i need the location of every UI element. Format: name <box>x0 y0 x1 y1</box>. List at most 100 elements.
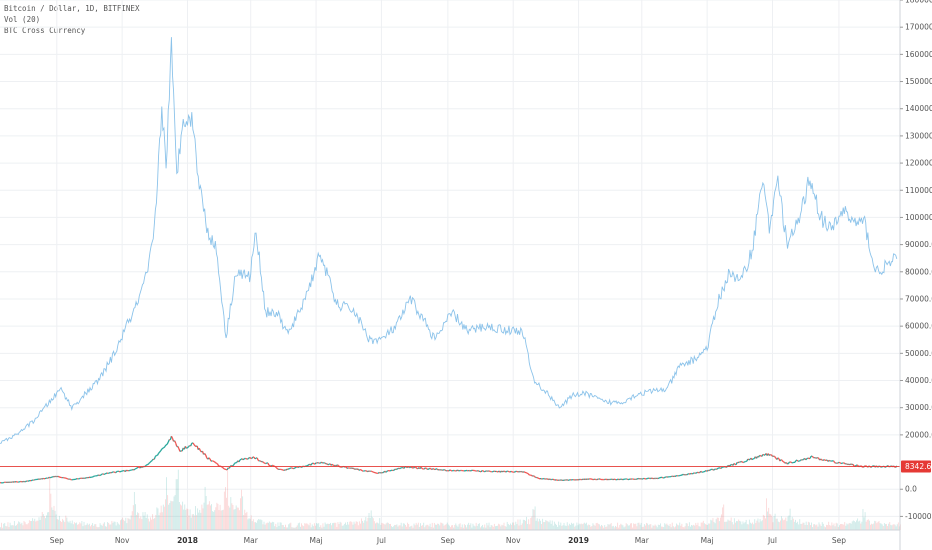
volume-bar <box>786 521 788 530</box>
btc-usd-segment <box>177 446 180 450</box>
volume-bar <box>661 526 662 530</box>
grid <box>0 0 900 530</box>
volume-bar <box>844 522 846 530</box>
volume-bar <box>510 523 511 530</box>
volume-bar <box>575 525 577 530</box>
legend-indicator[interactable]: BTC Cross Currency <box>4 26 86 35</box>
volume-bar <box>168 504 170 530</box>
volume-bar <box>17 523 19 530</box>
volume-bar <box>98 527 100 530</box>
volume-bar <box>712 518 714 530</box>
btc-usd-segment <box>148 461 151 464</box>
volume-bar <box>219 504 221 530</box>
volume-bar <box>83 521 85 530</box>
btc-usd-segment <box>770 454 774 457</box>
btc-usd-segment <box>621 478 623 481</box>
volume-bar <box>384 524 386 530</box>
volume-bar <box>293 527 295 530</box>
price-axis[interactable]: 180000.0 170000.0 160000.0 150000.0 140000.0… <box>900 0 932 521</box>
volume-bar <box>51 507 53 530</box>
volume-bar <box>846 523 848 530</box>
volume-bar <box>185 509 187 530</box>
btc-usd-segment <box>413 466 416 469</box>
volume-bar <box>758 522 760 530</box>
btc-usd-segment <box>179 450 182 453</box>
volume-bar <box>298 522 300 530</box>
time-axis[interactable]: Sep Nov 2018 Mar Maj Jul Sep Nov 2019 Mar Maj Jul Se… <box>50 536 847 545</box>
volume-bar <box>262 524 264 530</box>
volume-bar <box>807 521 809 530</box>
volume-bar <box>238 510 240 530</box>
volume-bar <box>25 524 27 530</box>
btc-usd-segment <box>367 470 369 473</box>
btc-usd-segment <box>98 474 100 477</box>
volume-bar <box>413 523 415 530</box>
volume-bar <box>390 523 391 530</box>
btc-usd-segment <box>328 463 331 465</box>
volume-bar <box>732 524 734 530</box>
volume-bar <box>657 524 659 530</box>
btc-usd-segment <box>739 460 742 463</box>
volume-bar <box>415 522 417 530</box>
btc-usd-segment <box>356 468 359 470</box>
volume-bar <box>528 519 530 530</box>
volume-bar <box>738 519 740 530</box>
volume-bar <box>703 523 705 530</box>
volume-bar <box>440 522 442 530</box>
btc-usd-segment <box>67 478 69 480</box>
btc-usd-segment <box>257 459 260 462</box>
legend-volume[interactable]: Vol (20) <box>4 15 41 24</box>
volume-bar <box>654 524 656 530</box>
volume-bar <box>270 522 271 530</box>
volume-bar <box>628 525 630 530</box>
btc-usd-segment <box>319 461 322 464</box>
volume-bar <box>125 517 127 530</box>
btc-usd-segment <box>209 458 212 462</box>
btc-usd-segment <box>448 469 451 472</box>
volume-bar <box>501 524 503 530</box>
volume-bar <box>258 519 260 530</box>
btc-usd-segment <box>254 457 257 460</box>
btc-usd-segment <box>616 478 619 481</box>
volume-bar <box>0 527 1 530</box>
volume-bar <box>455 523 457 530</box>
volume-bar <box>735 522 736 530</box>
volume-bar <box>681 523 683 530</box>
price-tick-label: 150000.0 <box>905 77 932 86</box>
volume-bar <box>16 525 17 530</box>
btc-usd-segment <box>852 463 855 467</box>
volume-bar <box>52 509 54 530</box>
volume-bar <box>590 526 592 530</box>
volume-bar <box>431 522 433 530</box>
volume-bar <box>53 505 55 530</box>
volume-bar <box>762 514 764 530</box>
btc-usd-segment <box>713 468 716 471</box>
volume-bar <box>445 524 447 530</box>
volume-bars <box>0 467 901 530</box>
volume-bar <box>426 524 428 530</box>
volume-bar <box>594 525 596 530</box>
volume-bar <box>191 514 193 530</box>
volume-bar <box>586 522 587 530</box>
volume-bar <box>723 504 725 530</box>
volume-bar <box>351 522 353 530</box>
volume-bar <box>84 525 86 530</box>
volume-bar <box>679 522 681 530</box>
volume-bar <box>806 525 808 530</box>
volume-bar <box>96 526 98 530</box>
btc-usd-segment <box>187 446 190 449</box>
volume-bar <box>832 525 834 530</box>
volume-bar <box>433 522 435 530</box>
btc-usd-segment <box>834 461 837 464</box>
volume-bar <box>673 527 675 530</box>
volume-bar <box>37 520 39 530</box>
volume-bar <box>73 522 75 530</box>
volume-bar <box>513 522 515 530</box>
volume-bar <box>621 524 623 530</box>
btc-usd-segment <box>806 457 809 460</box>
volume-bar <box>57 519 59 530</box>
volume-bar <box>548 522 550 530</box>
volume-bar <box>55 514 57 530</box>
legend-symbol[interactable]: Bitcoin / Dollar, 1D, BITFINEX <box>4 4 140 13</box>
